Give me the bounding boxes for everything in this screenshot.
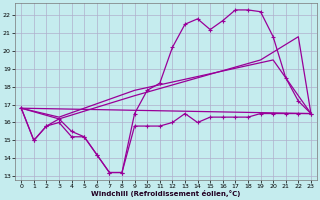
X-axis label: Windchill (Refroidissement éolien,°C): Windchill (Refroidissement éolien,°C) bbox=[92, 190, 241, 197]
